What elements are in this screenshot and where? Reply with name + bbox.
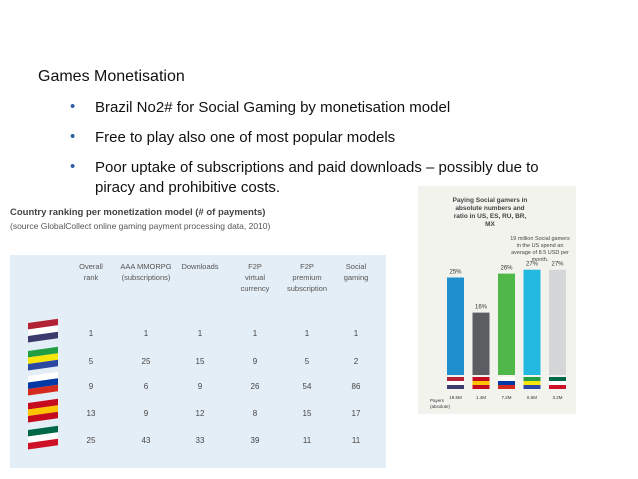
column-header: Downloads bbox=[181, 262, 218, 271]
flag bbox=[28, 425, 58, 450]
bullet: Poor uptake of subscriptions and paid do… bbox=[95, 159, 539, 196]
value-label: 25% bbox=[449, 270, 462, 276]
cell: 1 bbox=[305, 329, 310, 338]
bar bbox=[447, 277, 464, 375]
chart-annotation: 19 million Social gamers in the US spend … bbox=[510, 236, 570, 263]
column-header: Social gaming bbox=[344, 262, 369, 282]
bar-chart: Paying Social gamers in absolute numbers … bbox=[418, 186, 576, 414]
cell: 5 bbox=[305, 357, 310, 366]
bar bbox=[549, 269, 566, 375]
cell: 9 bbox=[89, 382, 94, 391]
payers-label: 3.2M bbox=[552, 395, 562, 400]
payers-label: 7.2M bbox=[501, 395, 511, 400]
cell: 6 bbox=[144, 382, 149, 391]
payers-label: 19.6M bbox=[449, 395, 462, 400]
bar bbox=[523, 269, 541, 375]
cell: 5 bbox=[89, 357, 94, 366]
cell: 33 bbox=[196, 436, 205, 445]
cell: 15 bbox=[303, 409, 312, 418]
cell: 26 bbox=[251, 382, 260, 391]
bar bbox=[498, 273, 515, 375]
bullet-dot: • bbox=[70, 158, 76, 175]
cell: 8 bbox=[253, 409, 258, 418]
bullet: Free to play also one of most popular mo… bbox=[95, 129, 396, 146]
cell: 86 bbox=[352, 382, 361, 391]
value-label: 27% bbox=[526, 262, 539, 268]
cell: 1 bbox=[253, 329, 258, 338]
cell: 39 bbox=[251, 436, 260, 445]
cell: 1 bbox=[354, 329, 359, 338]
cell: 25 bbox=[87, 436, 96, 445]
cell: 1 bbox=[144, 329, 149, 338]
table-source: (source GlobalCollect online gaming paym… bbox=[10, 221, 271, 231]
cell: 17 bbox=[352, 409, 361, 418]
bar bbox=[472, 312, 490, 375]
flag bbox=[447, 377, 464, 389]
column-header: F2P premium subscription bbox=[287, 262, 327, 293]
flag bbox=[549, 377, 566, 389]
bullet-dot: • bbox=[70, 128, 76, 145]
table-title: Country ranking per monetization model (… bbox=[10, 207, 265, 218]
flag bbox=[28, 318, 58, 343]
column-header: F2P virtual currency bbox=[241, 262, 270, 293]
payers-label: 6.6M bbox=[527, 395, 537, 400]
cell: 15 bbox=[196, 357, 205, 366]
bullet-dot: • bbox=[70, 98, 76, 115]
payers-label: 1.4M bbox=[476, 395, 486, 400]
cell: 54 bbox=[303, 382, 312, 391]
cell: 43 bbox=[142, 436, 151, 445]
column-header: AAA MMORPG (subscriptions) bbox=[120, 262, 171, 282]
cell: 1 bbox=[198, 329, 203, 338]
column-header: Overall rank bbox=[79, 262, 103, 282]
cell: 11 bbox=[352, 436, 361, 445]
cell: 9 bbox=[198, 382, 203, 391]
flag bbox=[28, 398, 58, 423]
cell: 25 bbox=[142, 357, 151, 366]
cell: 2 bbox=[354, 357, 359, 366]
flag bbox=[523, 377, 541, 389]
flag bbox=[472, 377, 490, 389]
cell: 1 bbox=[89, 329, 94, 338]
flag bbox=[28, 371, 58, 396]
flag bbox=[498, 377, 515, 389]
heading: Games Monetisation bbox=[38, 68, 185, 85]
chart-title: Paying Social gamers in absolute numbers … bbox=[453, 197, 528, 228]
axis-label: Payers (absolute) bbox=[430, 398, 451, 409]
value-label: 26% bbox=[500, 266, 513, 272]
cell: 9 bbox=[253, 357, 258, 366]
flag bbox=[28, 346, 58, 371]
cell: 12 bbox=[196, 409, 205, 418]
ranking-table: Country ranking per monetization model (… bbox=[10, 207, 386, 468]
cell: 9 bbox=[144, 409, 149, 418]
cell: 11 bbox=[303, 436, 312, 445]
cell: 13 bbox=[87, 409, 96, 418]
value-label: 27% bbox=[551, 262, 564, 268]
table-bg bbox=[10, 255, 386, 468]
bullet: Brazil No2# for Social Gaming by monetis… bbox=[95, 99, 451, 116]
value-label: 16% bbox=[475, 305, 488, 311]
